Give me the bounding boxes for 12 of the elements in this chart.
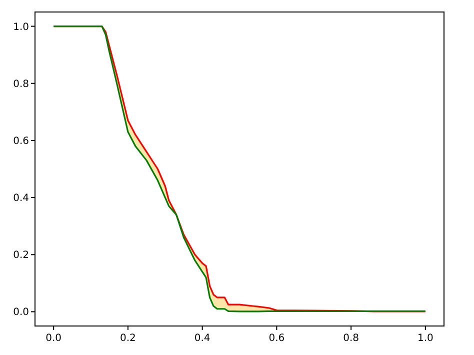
x-tick-label: 1.0 [417,333,434,344]
x-tick-label: 0.2 [120,333,136,344]
x-tick-label: 0.6 [268,333,285,344]
x-tick-label: 0.0 [46,333,62,344]
y-tick-label: 0.0 [13,307,29,318]
x-tick-label: 0.8 [343,333,359,344]
y-tick-label: 0.8 [13,78,29,90]
x-tick-label: 0.4 [194,333,210,344]
y-tick-label: 0.6 [13,136,29,147]
y-tick-label: 1.0 [13,22,29,33]
y-tick-label: 0.4 [13,193,29,204]
y-tick-label: 0.2 [13,250,29,262]
